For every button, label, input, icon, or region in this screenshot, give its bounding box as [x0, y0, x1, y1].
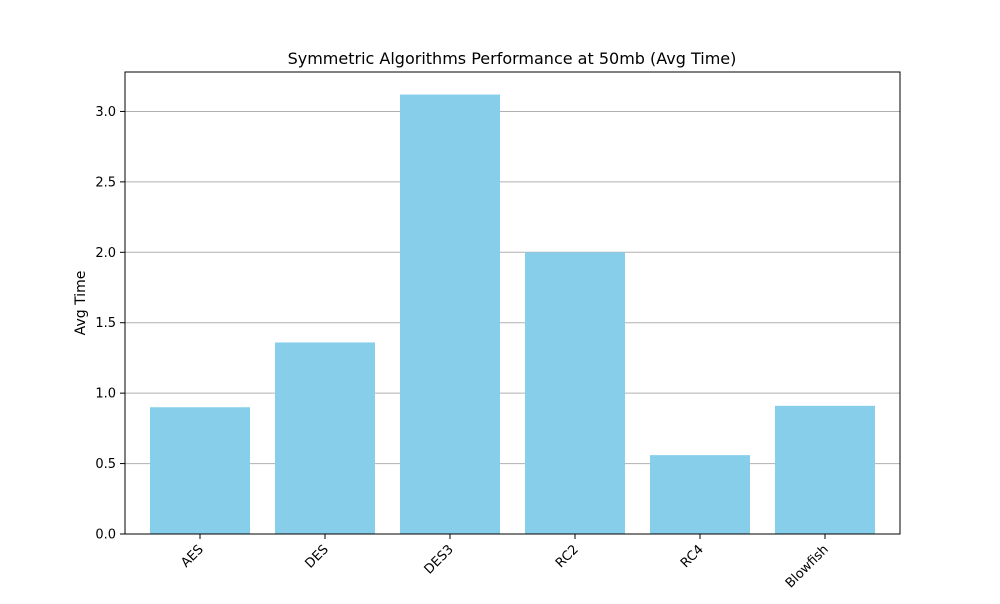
y-axis-label: Avg Time: [73, 271, 89, 336]
y-tick-label: 2.5: [95, 175, 116, 190]
bars: [150, 94, 875, 535]
bar-des3: [400, 94, 500, 534]
y-tick-label: 3.0: [95, 105, 116, 120]
bar-rc2: [525, 252, 625, 535]
chart-title: Symmetric Algorithms Performance at 50mb…: [288, 49, 737, 68]
bar-aes: [150, 407, 250, 534]
x-tick-label: RC4: [678, 542, 707, 571]
bar-des: [275, 342, 375, 534]
grid-lines: [125, 110, 900, 535]
x-tick-label: Blowfish: [783, 542, 832, 591]
plot-frame: [124, 71, 901, 535]
x-tick-label: RC2: [553, 542, 582, 571]
y-ticks: 0.0 0.5 1.0 1.5 2.0 2.5 3.0: [95, 105, 125, 543]
x-ticks: AES DES DES3 RC2 RC4 Blowfish: [178, 534, 832, 591]
bar-blowfish: [775, 405, 875, 534]
y-tick-label: 2.0: [95, 246, 116, 261]
bar-rc4: [650, 455, 750, 534]
y-tick-label: 0.0: [95, 528, 116, 543]
x-tick-label: AES: [178, 542, 207, 571]
axes: [124, 71, 901, 535]
x-tick-label: DES3: [422, 542, 457, 577]
y-tick-label: 0.5: [95, 457, 116, 472]
y-tick-label: 1.0: [95, 387, 116, 402]
y-tick-label: 1.5: [95, 316, 116, 331]
x-tick-label: DES: [302, 542, 331, 571]
